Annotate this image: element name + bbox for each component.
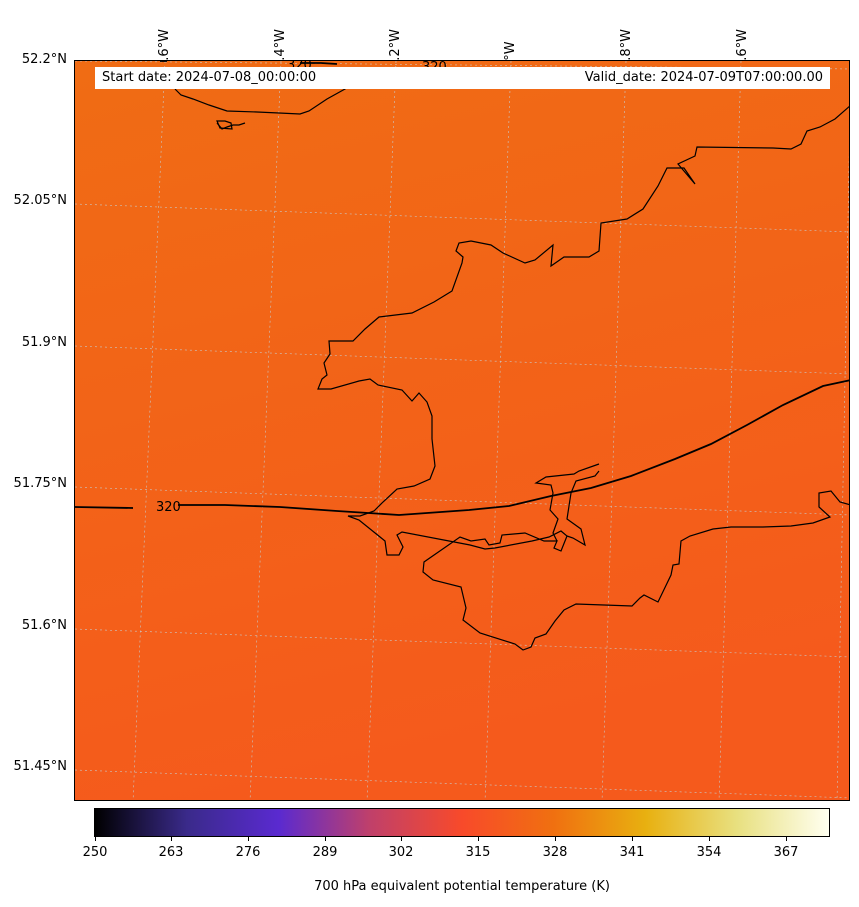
colorbar-tick-label: 250 <box>82 845 108 860</box>
colorbar-tick-label: 289 <box>312 845 338 860</box>
colorbar-tick <box>171 837 172 841</box>
colorbar-tick <box>325 837 326 841</box>
colorbar-tick-label: 341 <box>619 845 645 860</box>
lat-label-52.2: 52.2°N <box>21 52 67 67</box>
colorbar-tick-label: 315 <box>465 845 491 860</box>
theta-e-field <box>75 61 849 800</box>
lat-label-52.05: 52.05°N <box>13 193 67 208</box>
colorbar-tick <box>95 837 96 841</box>
colorbar-tick-label: 263 <box>158 845 184 860</box>
colorbar-tick-label: 302 <box>388 845 414 860</box>
lat-label-51.75: 51.75°N <box>13 476 67 491</box>
colorbar-tick-label: 354 <box>696 845 722 860</box>
lat-label-51.45: 51.45°N <box>13 759 67 774</box>
colorbar-tick <box>632 837 633 841</box>
start-date-label: Start date: 2024-07-08_00:00:00 <box>102 70 317 85</box>
colorbar <box>94 808 830 837</box>
info-box: Start date: 2024-07-08_00:00:00 Valid_da… <box>95 67 830 89</box>
colorbar-tick <box>478 837 479 841</box>
contour-320 <box>75 61 849 516</box>
lat-label-51.6: 51.6°N <box>21 618 67 633</box>
colorbar-label: 700 hPa equivalent potential temperature… <box>314 879 610 894</box>
colorbar-tick <box>786 837 787 841</box>
colorbar-tick-label: 328 <box>542 845 568 860</box>
colorbar-tick-label: 367 <box>773 845 799 860</box>
colorbar-tick-label: 276 <box>235 845 261 860</box>
map-panel: 320 320 320 <box>74 60 850 801</box>
lat-label-51.9: 51.9°N <box>21 335 67 350</box>
colorbar-tick <box>709 837 710 841</box>
map-svg: 320 320 320 <box>75 61 849 800</box>
colorbar-tick <box>401 837 402 841</box>
contour-label-320: 320 <box>156 500 181 515</box>
colorbar-tick <box>555 837 556 841</box>
colorbar-tick <box>248 837 249 841</box>
valid-date-label: Valid_date: 2024-07-09T07:00:00.00 <box>584 70 823 85</box>
coastline <box>174 82 849 651</box>
